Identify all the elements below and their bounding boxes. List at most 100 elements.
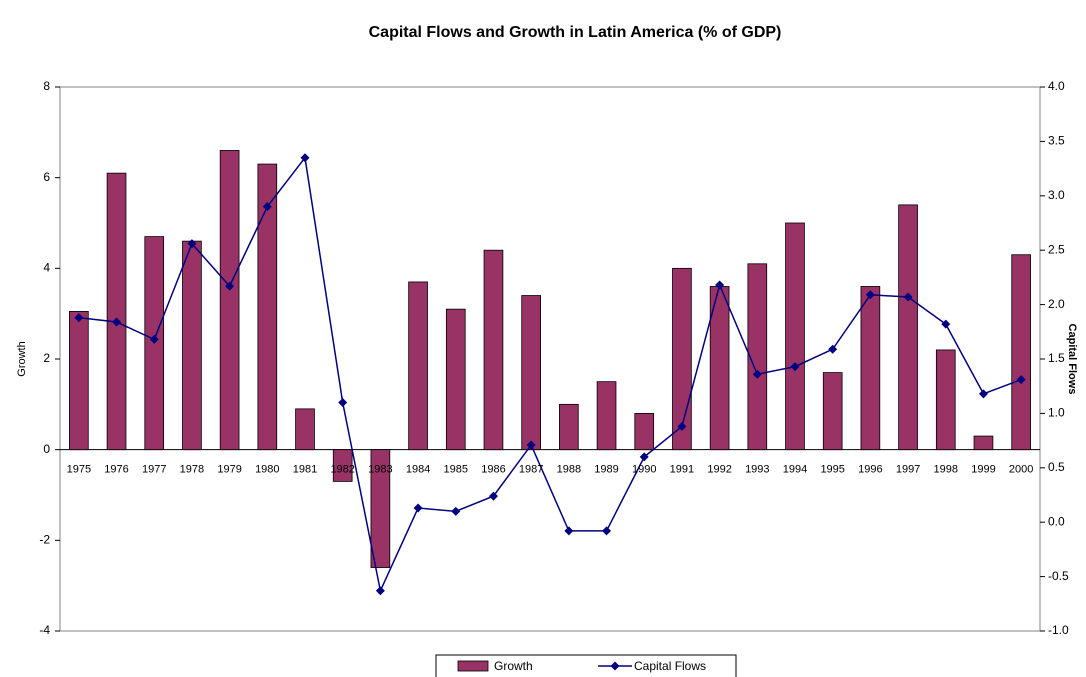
- y-tick-label: -2: [39, 533, 50, 547]
- x-tick-label: 1979: [217, 464, 241, 476]
- x-tick-label: 1983: [368, 464, 392, 476]
- x-tick-label: 1998: [934, 464, 958, 476]
- marker: [941, 319, 951, 329]
- bar: [785, 222, 805, 451]
- y-tick-label: 4: [43, 261, 50, 275]
- legend-label: Growth: [494, 659, 533, 673]
- y-tick-label: 6: [43, 170, 50, 184]
- x-tick-label: 1988: [557, 464, 581, 476]
- marker: [903, 292, 913, 302]
- y2-tick-label: 3.5: [1048, 134, 1065, 148]
- marker: [225, 281, 235, 291]
- x-tick-label: 1984: [406, 464, 430, 476]
- y2-tick-label: -0.5: [1048, 569, 1069, 583]
- bar: [483, 249, 504, 451]
- bar: [596, 381, 617, 451]
- bar: [860, 286, 881, 451]
- marker: [338, 398, 348, 408]
- marker: [300, 153, 310, 163]
- x-tick-label: 1996: [858, 464, 882, 476]
- bar: [559, 403, 579, 451]
- bar: [672, 267, 692, 451]
- y2-axis-label: Capital Flows: [1066, 324, 1078, 395]
- marker: [790, 362, 800, 372]
- bar: [747, 263, 768, 451]
- bar: [521, 295, 541, 451]
- y-tick-label: -4: [39, 623, 50, 637]
- x-tick-label: 1985: [444, 464, 468, 476]
- x-tick-label: 1975: [67, 464, 91, 476]
- y2-tick-label: 2.0: [1048, 297, 1065, 311]
- bar: [257, 163, 278, 451]
- x-tick-label: 1980: [255, 464, 279, 476]
- y2-tick-label: 0.0: [1048, 514, 1065, 528]
- x-tick-label: 1976: [104, 464, 128, 476]
- y-axis-label: Growth: [16, 341, 28, 376]
- x-tick-label: 1999: [971, 464, 995, 476]
- x-tick-label: 1977: [142, 464, 166, 476]
- bar: [822, 372, 843, 451]
- x-tick-label: 1981: [293, 464, 317, 476]
- bar: [973, 435, 994, 451]
- bar: [408, 281, 428, 451]
- x-tick-label: 1990: [632, 464, 656, 476]
- marker: [262, 202, 272, 212]
- bar: [634, 412, 655, 451]
- y2-tick-label: 1.0: [1048, 406, 1065, 420]
- marker: [639, 452, 649, 462]
- marker: [488, 491, 498, 501]
- legend-swatch: [457, 660, 489, 672]
- marker: [187, 239, 197, 249]
- marker: [677, 421, 687, 431]
- y2-tick-label: 1.5: [1048, 351, 1065, 365]
- bar: [219, 150, 240, 451]
- y-tick-label: 8: [43, 79, 50, 93]
- x-tick-label: 1978: [180, 464, 204, 476]
- y2-tick-label: 2.5: [1048, 242, 1065, 256]
- marker: [149, 334, 159, 344]
- bar: [898, 204, 918, 451]
- chart-title: Capital Flows and Growth in Latin Americ…: [369, 24, 782, 41]
- x-tick-label: 1986: [481, 464, 505, 476]
- marker: [451, 506, 461, 516]
- x-tick-label: 1994: [783, 464, 807, 476]
- bar: [370, 449, 391, 568]
- bar: [295, 408, 315, 451]
- bar: [106, 172, 127, 451]
- marker: [1016, 375, 1026, 385]
- x-tick-label: 1982: [330, 464, 354, 476]
- bar: [445, 308, 466, 451]
- x-tick-label: 1987: [519, 464, 543, 476]
- line: [78, 155, 1022, 594]
- bar: [935, 349, 956, 451]
- legend-label: Capital Flows: [634, 659, 706, 673]
- x-tick-label: 1997: [896, 464, 920, 476]
- marker: [752, 369, 762, 379]
- marker: [978, 389, 988, 399]
- y-tick-label: 2: [43, 351, 50, 365]
- y2-tick-label: 0.5: [1048, 460, 1065, 474]
- y2-tick-label: 3.0: [1048, 188, 1065, 202]
- marker: [602, 526, 612, 536]
- bar: [1011, 254, 1031, 451]
- x-tick-label: 1991: [670, 464, 694, 476]
- x-tick-label: 2000: [1009, 464, 1033, 476]
- legend-box: [435, 654, 737, 677]
- marker: [828, 344, 838, 354]
- marker: [112, 317, 122, 327]
- y2-tick-label: 4.0: [1048, 79, 1065, 93]
- marker: [74, 313, 84, 323]
- bar: [332, 449, 353, 482]
- x-tick-label: 1992: [707, 464, 731, 476]
- marker: [413, 503, 423, 513]
- y2-tick-label: -1.0: [1048, 623, 1069, 637]
- marker: [865, 290, 875, 300]
- marker: [715, 280, 725, 290]
- x-tick-label: 1989: [594, 464, 618, 476]
- marker: [526, 440, 536, 450]
- legend-marker: [610, 661, 620, 671]
- marker: [375, 586, 385, 596]
- bar: [69, 310, 89, 451]
- x-tick-label: 1993: [745, 464, 769, 476]
